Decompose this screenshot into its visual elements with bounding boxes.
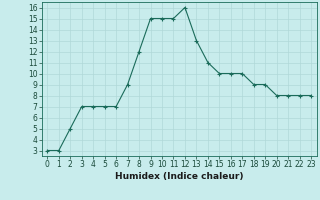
X-axis label: Humidex (Indice chaleur): Humidex (Indice chaleur) [115,172,244,181]
